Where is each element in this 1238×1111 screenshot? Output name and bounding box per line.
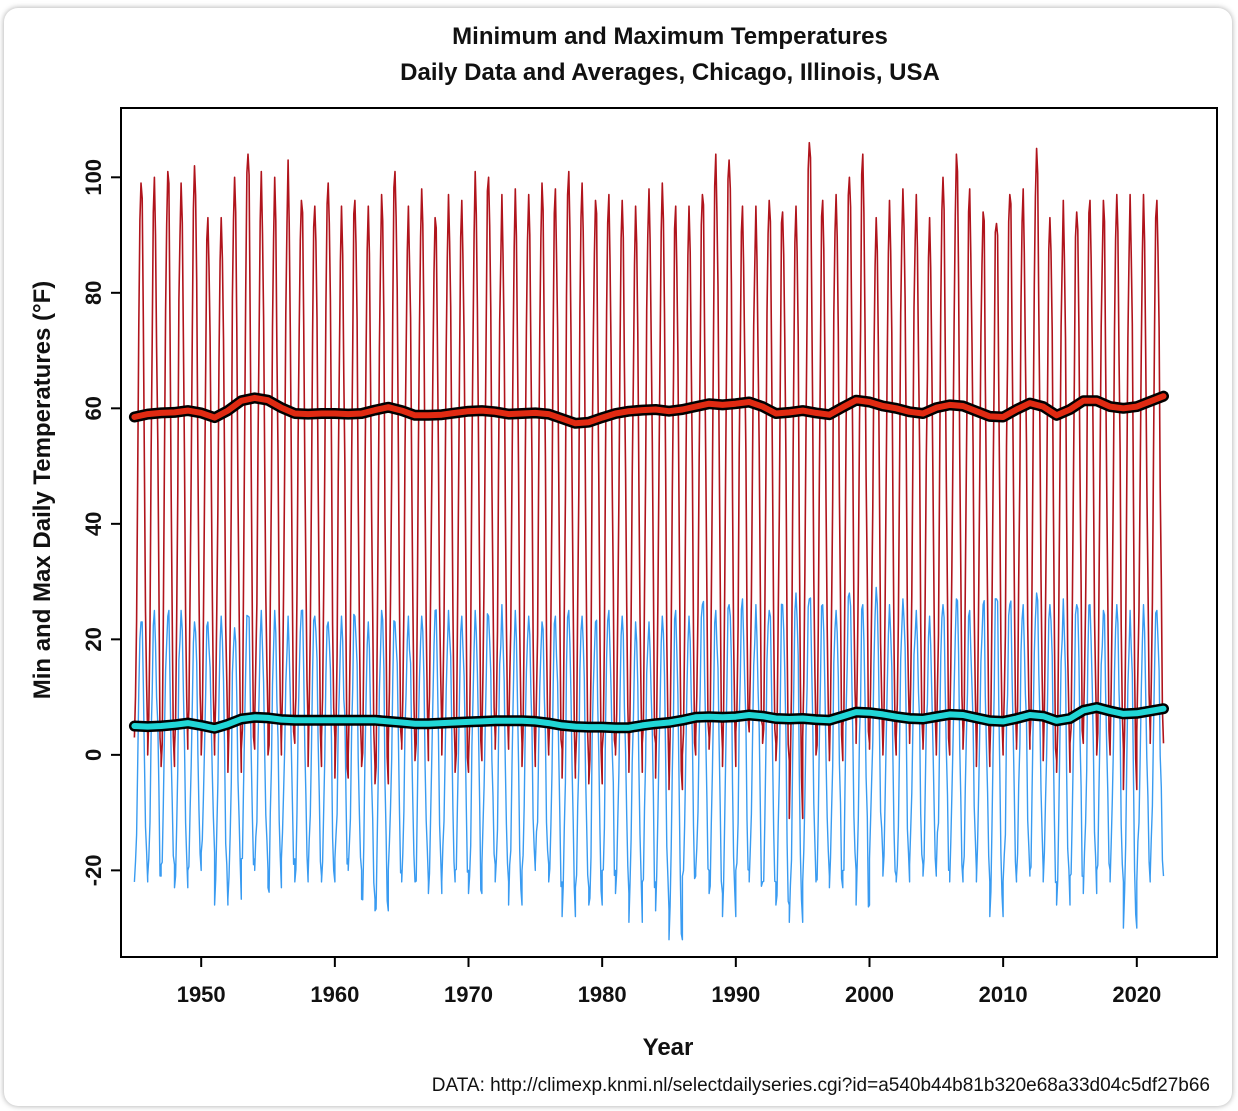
data-source-note: DATA: http://climexp.knmi.nl/selectdaily… xyxy=(432,1075,1210,1096)
plot-box xyxy=(120,107,1218,958)
daily-max-series xyxy=(133,141,1165,820)
x-tick-label-1960: 1960 xyxy=(310,982,359,1007)
average-max-line xyxy=(131,393,1167,427)
y-axis-label: Min and Max Daily Temperatures (°F) xyxy=(29,281,56,700)
y-tick-label-60: 60 xyxy=(81,396,106,420)
daily-min-series xyxy=(133,586,1165,941)
y-tick-label--20: -20 xyxy=(81,854,106,886)
x-tick-label-1980: 1980 xyxy=(578,982,627,1007)
chart-title: Minimum and Maximum Temperatures xyxy=(452,23,888,50)
plot-area xyxy=(128,141,1169,941)
y-tick-label-0: 0 xyxy=(81,749,106,761)
x-axis: 1950 1960 1970 1980 1990 2000 2010 2020 xyxy=(177,957,1161,1007)
x-tick-label-2000: 2000 xyxy=(845,982,894,1007)
y-tick-label-100: 100 xyxy=(81,159,106,196)
x-tick-label-2020: 2020 xyxy=(1112,982,1161,1007)
x-axis-label: Year xyxy=(643,1034,694,1061)
x-tick-label-1990: 1990 xyxy=(711,982,760,1007)
y-axis: -20 0 20 40 60 80 100 xyxy=(81,159,121,886)
chart-subtitle: Daily Data and Averages, Chicago, Illino… xyxy=(400,59,940,86)
chart-card: Minimum and Maximum Temperatures Daily D… xyxy=(4,8,1232,1106)
x-tick-label-1970: 1970 xyxy=(444,982,493,1007)
average-min-line xyxy=(131,704,1167,732)
y-tick-label-40: 40 xyxy=(81,512,106,536)
x-tick-label-2010: 2010 xyxy=(979,982,1028,1007)
y-tick-label-80: 80 xyxy=(81,281,106,305)
x-tick-label-1950: 1950 xyxy=(177,982,226,1007)
y-tick-label-20: 20 xyxy=(81,627,106,651)
temperature-chart: Minimum and Maximum Temperatures Daily D… xyxy=(29,23,1218,1096)
